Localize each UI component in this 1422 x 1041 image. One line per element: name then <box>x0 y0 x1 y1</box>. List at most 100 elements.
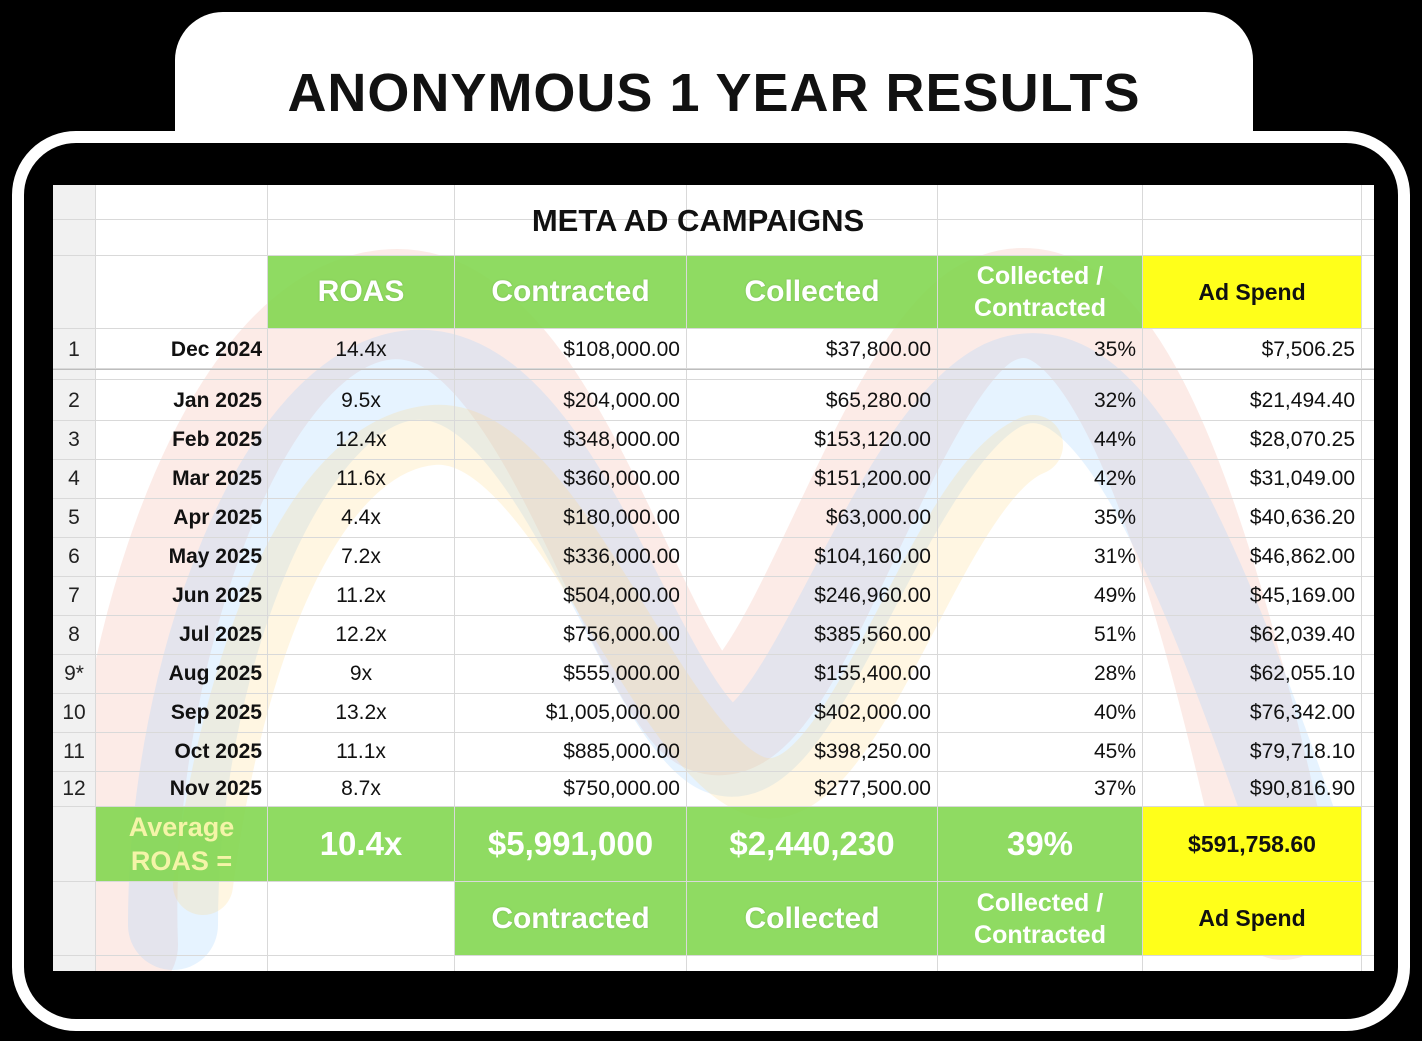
cell-ratio[interactable]: 31% <box>1093 544 1136 568</box>
cell-collected[interactable]: $385,560.00 <box>814 622 931 646</box>
cell-ad-spend[interactable]: $76,342.00 <box>1249 700 1355 724</box>
cell-contracted[interactable]: $108,000.00 <box>563 337 680 361</box>
grid-line <box>53 328 1374 329</box>
cell-contracted[interactable]: $885,000.00 <box>563 739 680 763</box>
cell-ad-spend[interactable]: $45,169.00 <box>1249 583 1355 607</box>
footer-contracted[interactable]: Contracted <box>455 882 686 955</box>
cell-roas[interactable]: 12.4x <box>335 427 387 451</box>
cell-contracted[interactable]: $555,000.00 <box>563 661 680 685</box>
cell-collected[interactable]: $63,000.00 <box>825 505 931 529</box>
cell-roas[interactable]: 8.7x <box>341 776 381 800</box>
cell-ad-spend[interactable]: $62,039.40 <box>1249 622 1355 646</box>
footer-collected[interactable]: Collected <box>687 882 937 955</box>
totals-contracted[interactable]: $5,991,000 <box>455 807 686 881</box>
cell-contracted[interactable]: $336,000.00 <box>563 544 680 568</box>
cell-ad-spend[interactable]: $62,055.10 <box>1249 661 1355 685</box>
cell-ratio[interactable]: 45% <box>1093 739 1136 763</box>
row-number: 9* <box>64 661 84 685</box>
cell-ad-spend[interactable]: $90,816.90 <box>1249 776 1355 800</box>
cell-month[interactable]: Sep 2025 <box>170 700 262 724</box>
footer-collected-ratio[interactable]: Collected / Contracted <box>938 882 1142 955</box>
cell-ad-spend[interactable]: $79,718.10 <box>1249 739 1355 763</box>
cell-month[interactable]: May 2025 <box>168 544 262 568</box>
header-ratio-line1: Collected / <box>976 262 1104 290</box>
cell-month[interactable]: Feb 2025 <box>172 427 262 451</box>
grid-line <box>1142 185 1143 971</box>
grid-line <box>53 368 1374 369</box>
cell-contracted[interactable]: $360,000.00 <box>563 466 680 490</box>
totals-roas[interactable]: 10.4x <box>268 807 454 881</box>
cell-roas[interactable]: 11.1x <box>336 739 386 763</box>
cell-ratio[interactable]: 35% <box>1093 337 1136 361</box>
cell-month[interactable]: Jul 2025 <box>179 622 262 646</box>
cell-month[interactable]: Apr 2025 <box>173 505 262 529</box>
cell-month[interactable]: Mar 2025 <box>172 466 262 490</box>
totals-label[interactable]: Average ROAS = <box>96 807 267 881</box>
cell-collected[interactable]: $65,280.00 <box>825 388 931 412</box>
cell-ad-spend[interactable]: $21,494.40 <box>1249 388 1355 412</box>
cell-contracted[interactable]: $750,000.00 <box>563 776 680 800</box>
cell-collected[interactable]: $402,000.00 <box>814 700 931 724</box>
grid-line <box>53 459 1374 460</box>
cell-ratio[interactable]: 42% <box>1093 466 1136 490</box>
cell-ratio[interactable]: 49% <box>1093 583 1136 607</box>
cell-month[interactable]: Aug 2025 <box>168 661 262 685</box>
totals-ad-spend[interactable]: $591,758.60 <box>1143 807 1361 881</box>
cell-roas[interactable]: 13.2x <box>335 700 387 724</box>
banner-title: ANONYMOUS 1 YEAR RESULTS <box>287 63 1141 123</box>
cell-roas[interactable]: 7.2x <box>341 544 381 568</box>
footer-ad-spend[interactable]: Ad Spend <box>1143 882 1361 955</box>
cell-collected[interactable]: $151,200.00 <box>814 466 931 490</box>
cell-roas[interactable]: 14.4x <box>335 337 387 361</box>
cell-month[interactable]: Dec 2024 <box>170 337 262 361</box>
header-ratio-line2: Contracted <box>974 294 1106 322</box>
cell-collected[interactable]: $155,400.00 <box>814 661 931 685</box>
cell-ad-spend[interactable]: $46,862.00 <box>1249 544 1355 568</box>
cell-contracted[interactable]: $504,000.00 <box>563 583 680 607</box>
cell-ratio[interactable]: 40% <box>1093 700 1136 724</box>
cell-month[interactable]: Jan 2025 <box>173 388 262 412</box>
cell-roas[interactable]: 11.6x <box>336 466 386 490</box>
cell-ratio[interactable]: 37% <box>1093 776 1136 800</box>
cell-contracted[interactable]: $204,000.00 <box>563 388 680 412</box>
cell-roas[interactable]: 9.5x <box>341 388 381 412</box>
header-roas[interactable]: ROAS <box>268 256 454 328</box>
cell-ratio[interactable]: 51% <box>1093 622 1136 646</box>
cell-collected[interactable]: $104,160.00 <box>814 544 931 568</box>
totals-ratio[interactable]: 39% <box>938 807 1142 881</box>
cell-roas[interactable]: 9x <box>349 661 373 685</box>
cell-ratio[interactable]: 32% <box>1093 388 1136 412</box>
cell-roas[interactable]: 4.4x <box>341 505 381 529</box>
header-contracted[interactable]: Contracted <box>455 256 686 328</box>
grid-line <box>53 732 1374 733</box>
cell-ratio[interactable]: 44% <box>1093 427 1136 451</box>
cell-month[interactable]: Oct 2025 <box>174 739 262 763</box>
cell-roas[interactable]: 11.2x <box>336 583 386 607</box>
header-collected-ratio[interactable]: Collected / Contracted <box>938 256 1142 328</box>
cell-month[interactable]: Jun 2025 <box>172 583 262 607</box>
grid-line <box>53 881 1374 882</box>
grid-line <box>53 654 1374 655</box>
grid-line <box>53 498 1374 499</box>
row-number: 6 <box>68 544 80 568</box>
cell-collected[interactable]: $153,120.00 <box>814 427 931 451</box>
totals-collected[interactable]: $2,440,230 <box>687 807 937 881</box>
cell-ad-spend[interactable]: $40,636.20 <box>1249 505 1355 529</box>
cell-ad-spend[interactable]: $28,070.25 <box>1249 427 1355 451</box>
cell-ratio[interactable]: 35% <box>1093 505 1136 529</box>
cell-collected[interactable]: $246,960.00 <box>814 583 931 607</box>
cell-contracted[interactable]: $348,000.00 <box>563 427 680 451</box>
cell-collected[interactable]: $37,800.00 <box>825 337 931 361</box>
cell-collected[interactable]: $398,250.00 <box>814 739 931 763</box>
cell-ad-spend[interactable]: $7,506.25 <box>1261 337 1355 361</box>
cell-contracted[interactable]: $1,005,000.00 <box>545 700 680 724</box>
cell-ad-spend[interactable]: $31,049.00 <box>1249 466 1355 490</box>
cell-contracted[interactable]: $180,000.00 <box>563 505 680 529</box>
cell-collected[interactable]: $277,500.00 <box>814 776 931 800</box>
cell-month[interactable]: Nov 2025 <box>169 776 262 800</box>
cell-roas[interactable]: 12.2x <box>335 622 387 646</box>
cell-ratio[interactable]: 28% <box>1093 661 1136 685</box>
header-collected[interactable]: Collected <box>687 256 937 328</box>
header-ad-spend[interactable]: Ad Spend <box>1143 256 1361 328</box>
cell-contracted[interactable]: $756,000.00 <box>563 622 680 646</box>
